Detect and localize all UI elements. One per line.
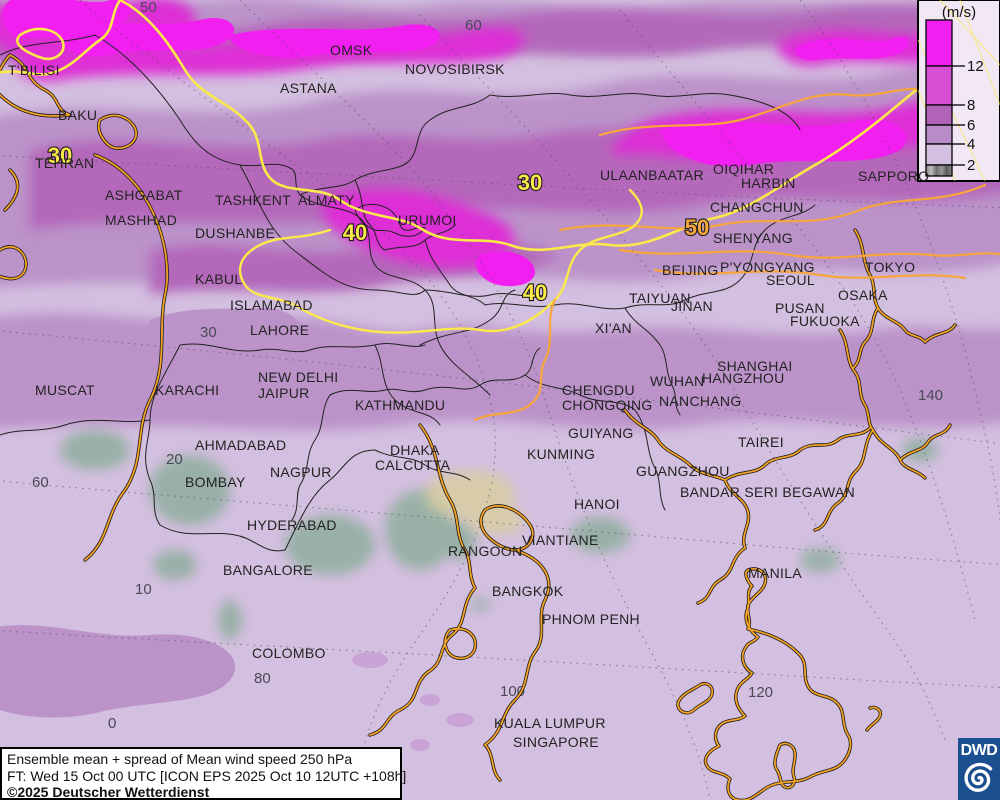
svg-text:MUSCAT: MUSCAT — [35, 382, 95, 398]
svg-text:HARBIN: HARBIN — [741, 175, 796, 191]
svg-text:NEW DELHI: NEW DELHI — [258, 369, 339, 385]
svg-text:TEHRAN: TEHRAN — [35, 155, 94, 171]
svg-text:CHANGCHUN: CHANGCHUN — [710, 199, 804, 215]
svg-text:TAIREI: TAIREI — [738, 434, 784, 450]
svg-text:OSAKA: OSAKA — [838, 287, 888, 303]
svg-text:BANDAR SERI BEGAWAN: BANDAR SERI BEGAWAN — [680, 484, 855, 500]
svg-text:140: 140 — [918, 387, 943, 404]
svg-text:50: 50 — [685, 215, 709, 240]
svg-text:ASTANA: ASTANA — [280, 80, 337, 96]
svg-text:KUALA LUMPUR: KUALA LUMPUR — [494, 715, 606, 731]
svg-text:PHNOM PENH: PHNOM PENH — [542, 611, 640, 627]
svg-text:GUANGZHOU: GUANGZHOU — [636, 463, 730, 479]
svg-text:JAIPUR: JAIPUR — [258, 385, 310, 401]
svg-text:12: 12 — [967, 58, 984, 75]
svg-text:TOKYO: TOKYO — [865, 259, 915, 275]
svg-text:DWD: DWD — [961, 742, 998, 759]
svg-text:HANGZHOU: HANGZHOU — [702, 370, 785, 386]
svg-text:30: 30 — [200, 324, 217, 341]
svg-text:KUNMING: KUNMING — [527, 446, 595, 462]
svg-text:DUSHANBE: DUSHANBE — [195, 225, 275, 241]
svg-text:2: 2 — [967, 157, 975, 174]
svg-text:XI'AN: XI'AN — [595, 320, 632, 336]
svg-text:SAPPORO: SAPPORO — [858, 168, 929, 184]
svg-text:ULAANBAATAR: ULAANBAATAR — [600, 167, 704, 183]
svg-text:CHENGDU: CHENGDU — [562, 382, 635, 398]
svg-text:BOMBAY: BOMBAY — [185, 474, 246, 490]
svg-text:60: 60 — [465, 17, 482, 34]
svg-text:VIANTIANE: VIANTIANE — [522, 532, 599, 548]
svg-text:BANGALORE: BANGALORE — [223, 562, 313, 578]
svg-text:BAKU: BAKU — [58, 107, 97, 123]
svg-text:80: 80 — [254, 670, 271, 687]
svg-text:RANGOON: RANGOON — [448, 543, 522, 559]
svg-text:NOVOSIBIRSK: NOVOSIBIRSK — [405, 61, 505, 77]
svg-text:AHMADABAD: AHMADABAD — [195, 437, 286, 453]
svg-text:FUKUOKA: FUKUOKA — [790, 313, 860, 329]
svg-text:COLOMBO: COLOMBO — [252, 645, 326, 661]
svg-text:60: 60 — [32, 474, 49, 491]
svg-text:KATHMANDU: KATHMANDU — [355, 397, 445, 413]
svg-text:NAGPUR: NAGPUR — [270, 464, 332, 480]
svg-text:MANILA: MANILA — [748, 565, 802, 581]
svg-text:10: 10 — [135, 581, 152, 598]
svg-text:CALCUTTA: CALCUTTA — [375, 457, 451, 473]
svg-text:HYDERABAD: HYDERABAD — [247, 517, 337, 533]
svg-text:20: 20 — [166, 451, 183, 468]
svg-text:HANOI: HANOI — [574, 496, 620, 512]
svg-text:ISLAMABAD: ISLAMABAD — [230, 297, 313, 313]
svg-text:GUIYANG: GUIYANG — [568, 425, 634, 441]
svg-text:SEOUL: SEOUL — [766, 272, 815, 288]
svg-text:BEIJING: BEIJING — [662, 262, 719, 278]
svg-text:SHENYANG: SHENYANG — [713, 230, 793, 246]
svg-text:4: 4 — [967, 136, 975, 153]
svg-text:LAHORE: LAHORE — [250, 322, 309, 338]
svg-text:URUMOI: URUMOI — [398, 212, 457, 228]
svg-text:DHAKA: DHAKA — [390, 442, 440, 458]
svg-text:6: 6 — [967, 117, 975, 134]
svg-text:T'BILISI: T'BILISI — [8, 62, 60, 78]
svg-text:OMSK: OMSK — [330, 42, 373, 58]
svg-text:0: 0 — [108, 715, 116, 732]
svg-text:CHONGQING: CHONGQING — [562, 397, 653, 413]
svg-text:WUHAN: WUHAN — [650, 373, 704, 389]
svg-text:JINAN: JINAN — [671, 298, 713, 314]
svg-text:120: 120 — [748, 684, 773, 701]
svg-text:KABUL: KABUL — [195, 271, 242, 287]
svg-text:SINGAPORE: SINGAPORE — [513, 734, 599, 750]
svg-text:30: 30 — [518, 170, 542, 195]
svg-text:TASHKENT: TASHKENT — [215, 192, 291, 208]
svg-text:KARACHI: KARACHI — [155, 382, 219, 398]
svg-text:40: 40 — [523, 280, 547, 305]
svg-text:NANCHANG: NANCHANG — [659, 393, 742, 409]
svg-text:ALMATY: ALMATY — [298, 192, 355, 208]
svg-text:ASHGABAT: ASHGABAT — [105, 187, 183, 203]
svg-text:(m/s): (m/s) — [942, 4, 976, 21]
svg-text:8: 8 — [967, 97, 975, 114]
svg-text:40: 40 — [343, 220, 367, 245]
svg-text:MASHHAD: MASHHAD — [105, 212, 177, 228]
svg-text:BANGKOK: BANGKOK — [492, 583, 564, 599]
